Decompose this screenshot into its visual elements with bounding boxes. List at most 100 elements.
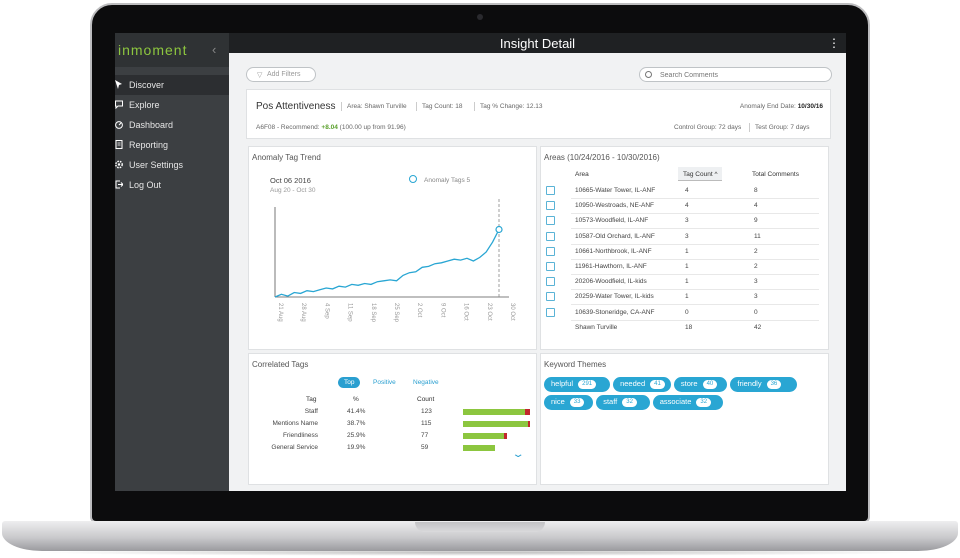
expand-chevron-icon[interactable]: ⌄ — [511, 449, 525, 460]
row-divider — [571, 258, 819, 260]
sidebar-item-user-settings[interactable]: User Settings — [115, 155, 229, 175]
keyword-pill[interactable]: nice 33 — [544, 395, 594, 410]
negative-sentiment-bar — [524, 409, 530, 415]
positive-sentiment-bar — [463, 433, 504, 439]
row-checkbox[interactable] — [546, 277, 555, 287]
area-name-cell: 10573-Woodfield, IL-ANF — [575, 217, 649, 225]
table-row[interactable]: 20259-Water Tower, IL-kids 1 3 — [541, 290, 827, 306]
filter-icon: ▽ — [257, 72, 263, 79]
sidebar-item-label: Reporting — [129, 140, 169, 150]
logout-icon — [115, 180, 123, 189]
test-group-label: Test Group: 7 days — [755, 124, 810, 131]
row-checkbox[interactable] — [546, 262, 555, 271]
x-tick-label: 9 Oct — [439, 303, 445, 318]
table-row[interactable]: 10665-Water Tower, IL-ANF 4 8 — [541, 184, 827, 199]
keyword-pill[interactable]: staff 32 — [596, 395, 650, 410]
tag-count-cell: 4 — [685, 202, 689, 210]
area-name-cell: 10587-Old Orchard, IL-ANF — [575, 232, 655, 240]
areas-card: Areas (10/24/2016 - 10/30/2016) Area Tag… — [540, 146, 829, 350]
add-filters-button[interactable]: ▽ Add Filters — [246, 67, 316, 82]
table-row[interactable]: 10639-Stoneridge, CA-ANF 0 0 — [541, 306, 827, 321]
sort-ascending-icon: ^ — [714, 171, 718, 178]
keyword-label: staff — [603, 397, 618, 406]
total-comments-cell: 3 — [754, 278, 758, 286]
legend-marker — [409, 175, 417, 183]
correlated-tags-card: Correlated Tags Top Positive Negative Ta… — [248, 353, 537, 485]
table-row[interactable]: 20206-Woodfield, IL-kids 1 3 — [541, 275, 827, 291]
anomaly-trend-card: Anomaly Tag Trend Oct 06 2016 Aug 20 - O… — [248, 146, 537, 350]
tag-name-cell: General Service — [271, 444, 318, 451]
row-checkbox[interactable] — [546, 186, 555, 195]
column-header-total-comments: Total Comments — [752, 171, 799, 178]
row-checkbox[interactable] — [546, 246, 555, 256]
sidebar-item-explore[interactable]: Explore — [115, 95, 229, 115]
tag-count-cell: 123 — [421, 408, 432, 415]
brand-logo: inmoment — [118, 42, 188, 58]
table-row[interactable]: 10587-Old Orchard, IL-ANF 3 11 — [541, 230, 827, 245]
row-checkbox[interactable] — [546, 231, 555, 241]
row-checkbox[interactable] — [546, 292, 555, 302]
recommend-detail: (100.00 up from 91.96) — [339, 124, 406, 131]
area-name-cell: 20206-Woodfield, IL-kids — [575, 278, 647, 286]
recommend-delta: +8.04 — [321, 124, 338, 131]
keyword-count-badge: 40 — [702, 380, 718, 389]
title-bar: Insight Detail ⋮ — [229, 33, 846, 53]
tag-name-cell: Staff — [304, 408, 318, 415]
tag-count-cell: 3 — [685, 232, 689, 240]
negative-sentiment-bar — [527, 421, 530, 427]
more-menu-icon[interactable]: ⋮ — [828, 36, 840, 50]
keyword-pill[interactable]: store 40 — [673, 377, 728, 392]
trend-chart: 21 Aug 28 Aug 4 Sep 11 Sep 18 Sep 25 Sep 2 Oct… — [274, 199, 515, 323]
keyword-count-badge: 32 — [696, 398, 712, 407]
search-box[interactable] — [639, 67, 832, 82]
area-name-cell: 11961-Hawthorn, IL-ANF — [575, 263, 647, 270]
x-tick-label: 11 Sep — [347, 303, 353, 322]
positive-sentiment-bar — [463, 445, 496, 451]
tag-count-label: Tag Count: 18 — [422, 103, 463, 110]
sidebar-item-log-out[interactable]: Log Out — [115, 175, 229, 195]
sidebar-item-reporting[interactable]: Reporting — [115, 135, 229, 155]
keyword-count-badge: 32 — [622, 398, 637, 407]
row-checkbox[interactable] — [546, 216, 555, 226]
tag-count-cell: 1 — [685, 247, 689, 255]
tab-negative[interactable]: Negative — [413, 379, 439, 386]
sidebar-item-discover[interactable]: Discover — [115, 75, 229, 95]
keyword-pill[interactable]: friendly 36 — [730, 377, 797, 392]
keyword-pill[interactable]: associate 32 — [652, 395, 724, 410]
tag-count-cell: 0 — [685, 308, 689, 316]
search-icon — [645, 71, 652, 78]
positive-sentiment-bar — [463, 421, 528, 427]
tab-top[interactable]: Top — [338, 377, 361, 388]
x-tick-label: 16 Oct — [463, 303, 469, 321]
card-title: Anomaly Tag Trend — [252, 153, 321, 162]
x-tick-label: 28 Aug — [300, 303, 306, 322]
row-checkbox[interactable] — [546, 307, 555, 317]
total-tag-count: 18 — [685, 323, 693, 331]
column-header-area: Area — [575, 171, 589, 178]
search-input[interactable] — [660, 70, 820, 80]
keyword-themes-card: Keyword Themes helpful 291 needed 41 store 40… — [540, 353, 829, 485]
divider — [416, 102, 417, 111]
highlight-point[interactable] — [495, 225, 503, 234]
sidebar-item-label: User Settings — [129, 160, 184, 170]
table-row[interactable]: 10661-Northbrook, IL-ANF 1 2 — [541, 245, 827, 260]
keyword-pill[interactable]: needed 41 — [613, 377, 671, 392]
table-row[interactable]: 10950-Westroads, NE-ANF 4 4 — [541, 199, 827, 215]
sidebar-item-dashboard[interactable]: Dashboard — [115, 115, 229, 135]
tab-positive[interactable]: Positive — [373, 379, 396, 386]
total-comments-cell: 11 — [754, 232, 761, 240]
collapse-icon[interactable]: ‹ — [212, 42, 217, 57]
table-row[interactable]: 10573-Woodfield, IL-ANF 3 9 — [541, 214, 827, 230]
row-divider — [571, 319, 819, 321]
tag-count-cell: 77 — [421, 432, 429, 439]
divider — [474, 102, 475, 111]
tag-percent-cell: 38.7% — [347, 420, 366, 427]
tag-change-label: Tag % Change: 12.13 — [480, 103, 543, 110]
table-row[interactable]: 11961-Hawthorn, IL-ANF 1 2 — [541, 260, 827, 275]
column-header-tag-count[interactable]: Tag Count ^ — [683, 171, 718, 178]
row-divider — [571, 228, 819, 230]
keyword-pill[interactable]: helpful 291 — [544, 377, 611, 392]
laptop-shadow — [30, 549, 930, 556]
total-comments-cell: 8 — [754, 187, 758, 194]
row-checkbox[interactable] — [546, 201, 555, 211]
